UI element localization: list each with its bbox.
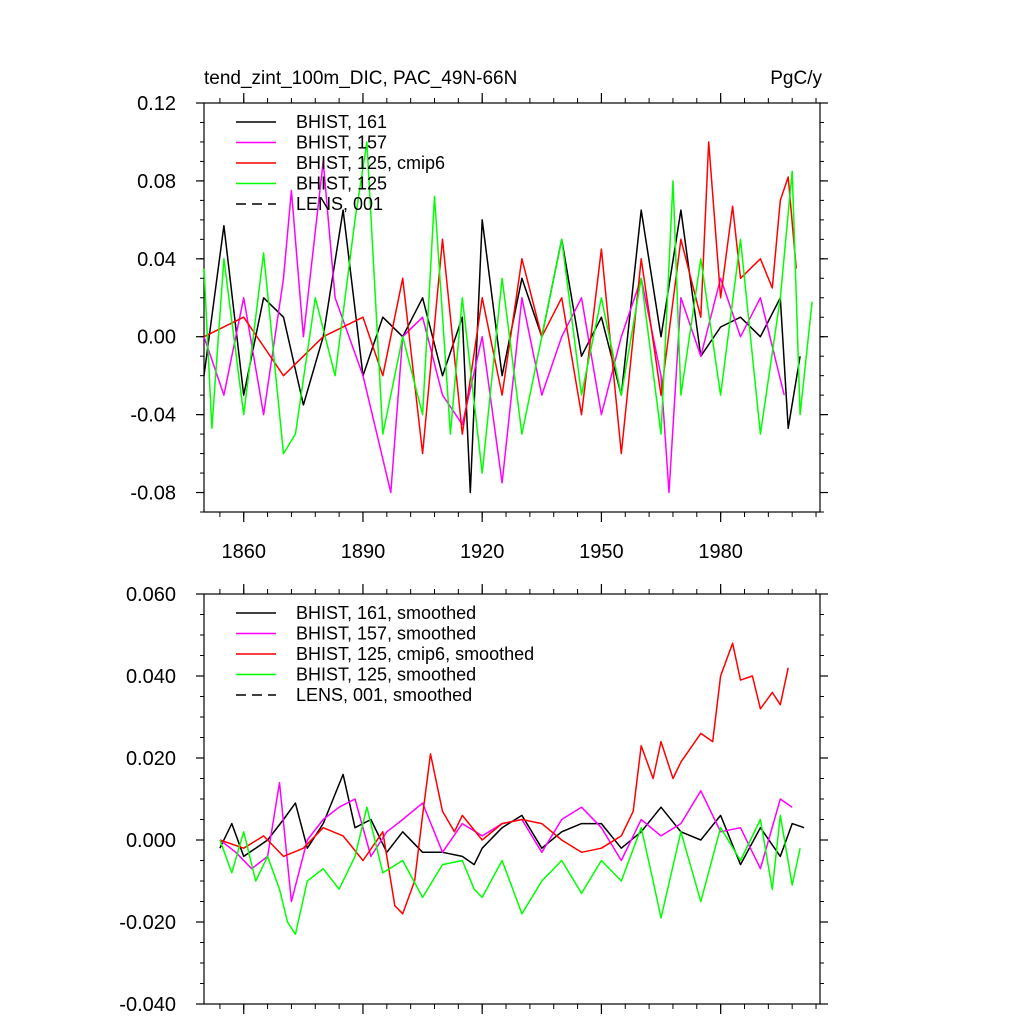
y-tick-label: 0.040 bbox=[126, 666, 176, 688]
x-tick-label: 1860 bbox=[221, 541, 266, 563]
series-line bbox=[219, 773, 805, 866]
legend-label: LENS, 001 bbox=[296, 194, 383, 214]
legend-label: LENS, 001, smoothed bbox=[296, 685, 472, 705]
series-line bbox=[203, 141, 813, 474]
plot-frame bbox=[203, 102, 821, 513]
series-line bbox=[203, 209, 801, 494]
y-tick-label: -0.040 bbox=[119, 994, 176, 1016]
bottom-panel: -0.040 -0.020 0.000 0.020 0.040 0.060 BHIST, … bbox=[119, 584, 828, 1016]
legend-label: BHIST, 125, cmip6, smoothed bbox=[296, 644, 534, 664]
y-tick-label: 0.00 bbox=[137, 327, 176, 349]
y-tick-label: 0.020 bbox=[126, 748, 176, 770]
top-panel: tend_zint_100m_DIC, PAC_49N-66N PgC/y -0… bbox=[130, 68, 828, 563]
y-tick-label: -0.08 bbox=[130, 483, 176, 505]
x-tick-label: 1980 bbox=[698, 541, 743, 563]
y-tick-label: 0.04 bbox=[137, 249, 176, 271]
y-tick-label: -0.04 bbox=[130, 405, 176, 427]
legend-label: BHIST, 157, smoothed bbox=[296, 624, 476, 644]
units-label: PgC/y bbox=[770, 68, 822, 89]
series-line bbox=[203, 141, 797, 455]
legend-label: BHIST, 125, cmip6 bbox=[296, 153, 445, 173]
y-tick-label: -0.020 bbox=[119, 912, 176, 934]
y-tick-label: 0.08 bbox=[137, 171, 176, 193]
legend-label: BHIST, 161 bbox=[296, 112, 387, 132]
y-tick-label: 0.12 bbox=[137, 93, 176, 115]
legend-label: BHIST, 157 bbox=[296, 133, 387, 153]
y-tick-label: 0.060 bbox=[126, 584, 176, 606]
panel-title: tend_zint_100m_DIC, PAC_49N-66N bbox=[204, 68, 517, 89]
series-line bbox=[219, 781, 793, 903]
series-line bbox=[219, 806, 801, 936]
x-tick-label: 1950 bbox=[579, 541, 624, 563]
y-tick-label: 0.000 bbox=[126, 830, 176, 852]
x-tick-label: 1890 bbox=[341, 541, 386, 563]
legend-label: BHIST, 125, smoothed bbox=[296, 665, 476, 685]
x-tick-label: 1920 bbox=[460, 541, 505, 563]
legend-label: BHIST, 125 bbox=[296, 174, 387, 194]
legend-label: BHIST, 161, smoothed bbox=[296, 603, 476, 623]
